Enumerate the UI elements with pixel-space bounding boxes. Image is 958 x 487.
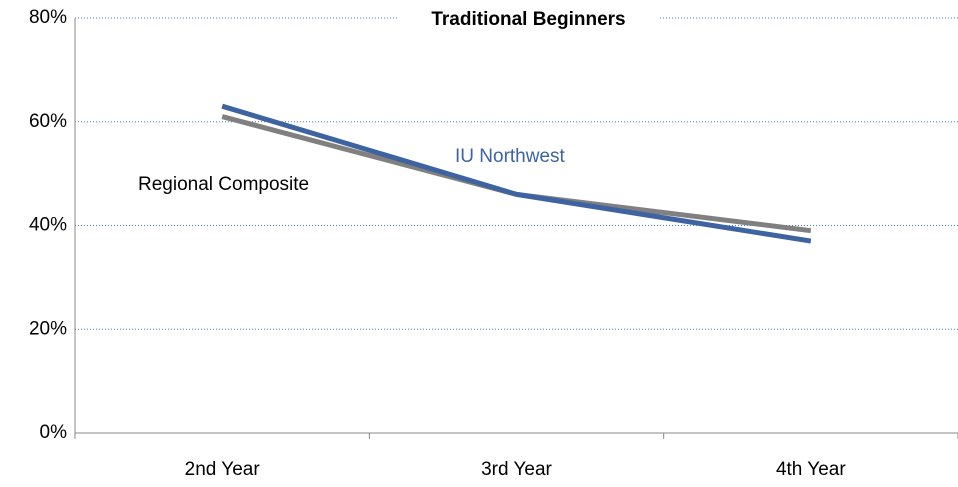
x-tick-label: 2nd Year — [185, 459, 261, 480]
y-tick-label: 0% — [40, 422, 68, 443]
series-label: Regional Composite — [138, 174, 309, 195]
chart-title: Traditional Beginners — [431, 9, 625, 30]
y-tick-label: 20% — [29, 318, 67, 339]
x-tick-label: 3rd Year — [481, 459, 552, 480]
y-tick-label: 80% — [29, 7, 67, 28]
title-background — [398, 4, 659, 34]
y-tick-label: 40% — [29, 215, 67, 236]
series-line — [221, 103, 812, 244]
x-tick-label: 4th Year — [776, 459, 846, 480]
series-label: IU Northwest — [455, 146, 566, 167]
y-tick-label: 60% — [29, 111, 67, 132]
